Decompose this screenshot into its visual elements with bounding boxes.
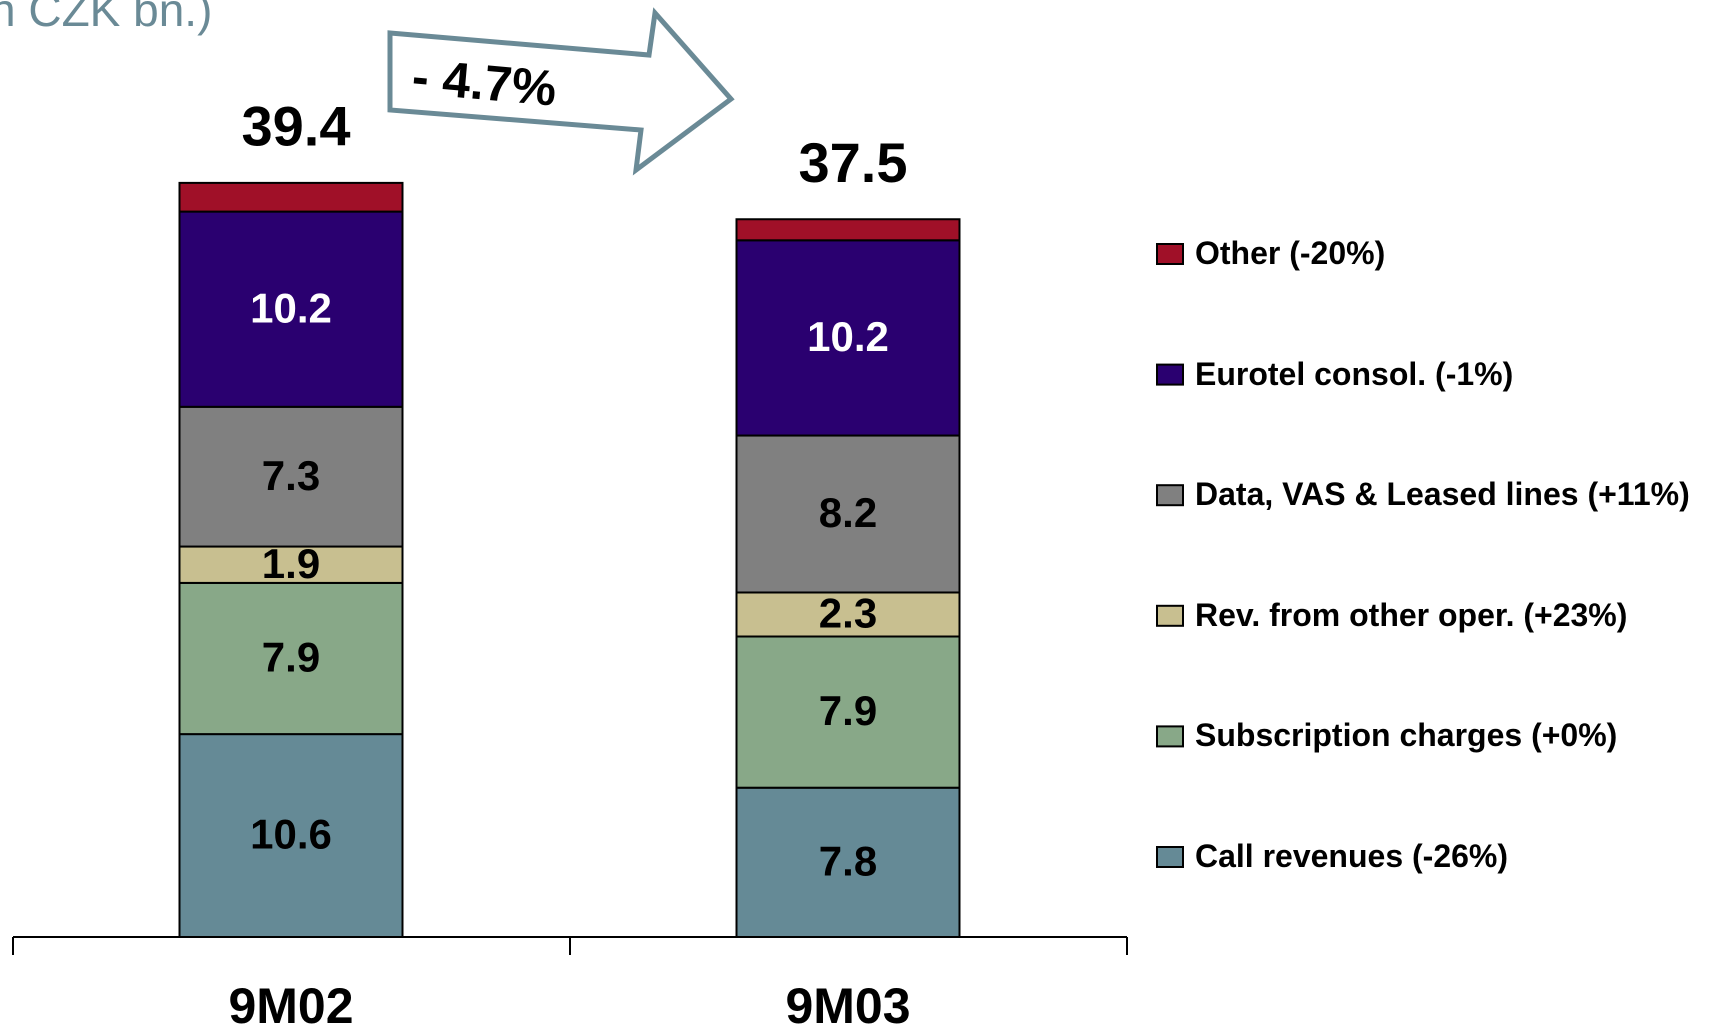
bar-segment [735,218,961,242]
bar-segment [178,733,404,939]
bar-segment [735,239,961,437]
legend-entry: Subscription charges (+0%) [1195,717,1618,754]
bar-segment [735,591,961,638]
bar-segment [178,181,404,213]
segment-label: 7.3 [262,452,320,499]
legend-entry: Rev. from other oper. (+23%) [1195,596,1628,633]
change-annotation: - 4.7% [410,48,559,116]
chart-title: n CZK bn.) [0,0,212,36]
legend-entry: Eurotel consol. (-1%) [1195,355,1514,392]
segment-label: 7.9 [262,634,320,681]
bar-segment [735,786,961,939]
legend-entry: Data, VAS & Leased lines (+11%) [1195,476,1690,513]
legend-entry: Other (-20%) [1195,235,1386,271]
segment-label: 10.2 [807,313,889,360]
segment-label: 10.2 [250,284,332,331]
total-label: 37.5 [799,131,908,194]
legend-swatch [1156,363,1184,386]
total-label: 39.4 [242,95,351,158]
segment-label: 7.9 [819,687,877,734]
segment-label: 8.2 [819,489,877,536]
x-tick-label: 9M02 [228,978,353,1029]
x-tick-label: 9M03 [785,978,910,1029]
legend-swatch [1156,846,1184,868]
bar-segment [735,434,961,594]
change-arrow [387,7,735,176]
segment-label: 10.6 [250,811,332,858]
bar-segment [178,581,404,736]
legend-swatch [1156,604,1184,627]
segment-label: 7.8 [819,837,877,884]
legend-swatch [1156,243,1184,265]
legend-swatch [1156,484,1184,507]
legend-swatch [1156,725,1184,748]
segment-label: 2.3 [819,590,877,637]
segment-label: 1.9 [262,540,320,587]
bar-segment [178,210,404,408]
legend-entry: Call revenues (-26%) [1195,838,1509,874]
